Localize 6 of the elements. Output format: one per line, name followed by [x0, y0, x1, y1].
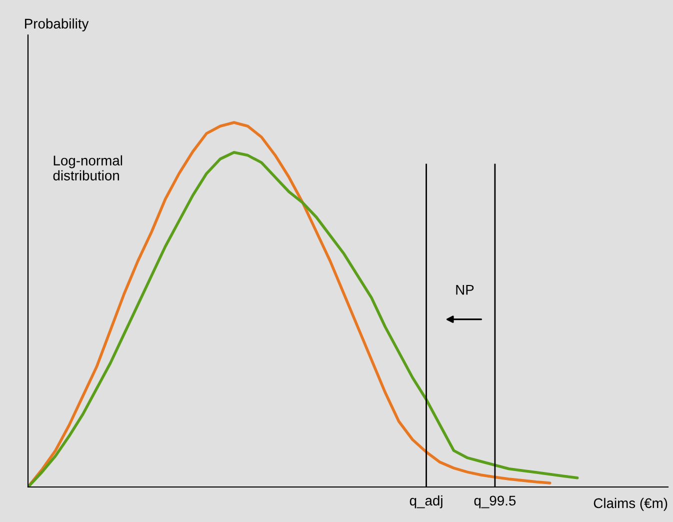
x-tick-label: q_99.5 [474, 496, 516, 508]
text: Probability [25, 18, 89, 32]
x-tick-label: q_adj [410, 495, 442, 508]
x-axis-title: Claims (€m) [594, 498, 668, 511]
annotation: Log-normal distribution [53, 155, 122, 180]
annotation: NP [456, 285, 474, 295]
